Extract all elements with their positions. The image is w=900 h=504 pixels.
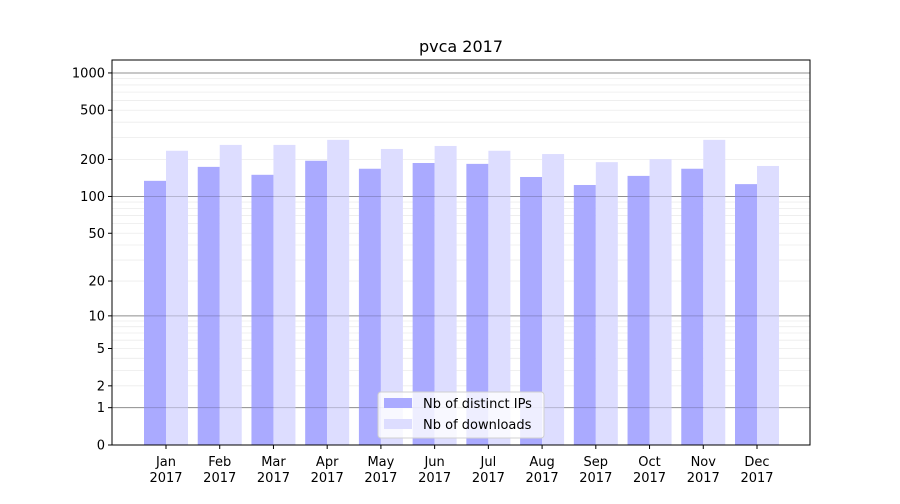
bar-distinct-ips [627,175,650,445]
legend-box [377,391,545,439]
y-tick-label: 2 [97,379,105,394]
bar-distinct-ips [681,168,704,445]
bar-distinct-ips [466,163,489,445]
bar-downloads [166,150,188,445]
x-tick-label: Jan 2017 [149,455,182,486]
bar-downloads [488,150,511,445]
y-tick-label: 10 [88,309,105,324]
legend-label: Nb of downloads [423,418,532,433]
chart-title: pvca 2017 [419,37,503,56]
y-tick-label: 200 [80,153,105,168]
bar-downloads [273,144,296,446]
bar-distinct-ips [197,166,220,445]
x-tick-label: Aug 2017 [526,455,559,486]
bar-downloads [327,139,350,445]
bar-distinct-ips [305,160,328,445]
bar-distinct-ips [358,168,381,445]
legend-swatch [384,419,412,429]
bar-downloads [595,162,618,445]
y-tick-label: 20 [88,275,105,290]
bar-distinct-ips [573,184,596,445]
x-tick-label: Sep 2017 [579,455,612,486]
x-tick-label: Nov 2017 [687,455,720,486]
bar-downloads [649,159,672,446]
legend-swatch [384,398,412,408]
bar-downloads [380,148,403,445]
bar-distinct-ips [412,163,435,445]
bars [112,72,810,446]
y-axis: 0 1 2 5 10 20 50 100 200 500 1000 [72,66,112,454]
legend-label: Nb of distinct IPs [423,397,532,412]
x-tick-label: Jul 2017 [472,455,505,486]
x-tick-label: Mar 2017 [257,455,290,486]
x-axis: Jan 2017 Feb 2017 Mar 2017 Apr 2017 May 2017 Jun 20… [149,445,774,486]
x-tick-label: Feb 2017 [203,455,236,486]
y-tick-label: 500 [80,104,105,119]
bar-downloads [219,144,242,446]
bar-distinct-ips [735,184,757,445]
x-tick-label: Dec 2017 [740,455,773,486]
x-tick-label: Jun 2017 [418,455,451,486]
x-tick-label: May 2017 [364,455,397,486]
axes-frame [111,59,811,446]
legend: Nb of distinct IPs Nb of downloads [377,391,545,439]
x-tick-label: Apr 2017 [311,455,344,486]
y-tick-label: 50 [88,227,105,242]
y-tick-label: 100 [80,190,105,205]
y-tick-label: 1000 [72,66,105,81]
y-tick-label: 0 [97,439,105,454]
bar-downloads [542,154,565,445]
bar-distinct-ips [520,176,543,446]
y-tick-label: 5 [97,342,105,357]
bar-downloads [757,165,779,445]
bar-downloads [703,139,726,445]
bar-distinct-ips [251,174,274,445]
x-tick-label: Oct 2017 [633,455,666,486]
bar-distinct-ips [144,180,166,445]
bar-downloads [434,145,457,445]
y-tick-label: 1 [97,401,105,416]
